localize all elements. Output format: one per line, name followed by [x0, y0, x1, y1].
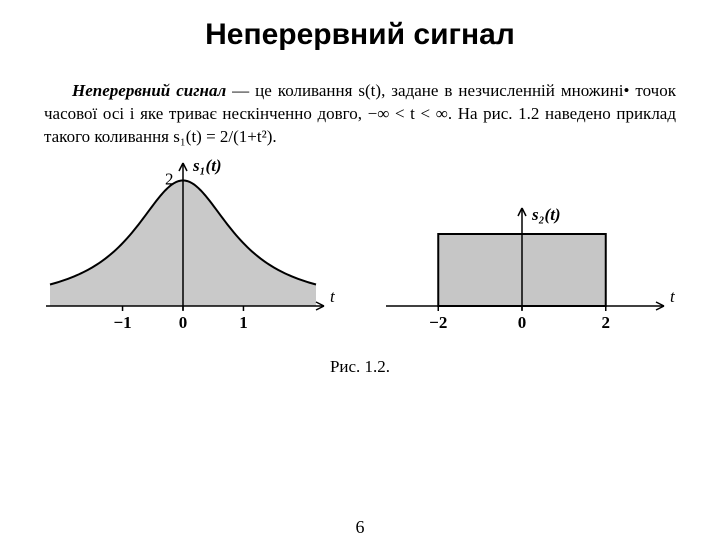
bell-curve-chart: t s₁(t) 2 −1 0 1 [40, 159, 340, 334]
term-phrase: Неперервний сигнал [72, 81, 226, 100]
figure-caption: Рис. 1.2. [0, 357, 720, 377]
chart-left: t s₁(t) 2 −1 0 1 [40, 159, 340, 339]
body-paragraph: Неперервний сигнал — це коливання s(t), … [44, 80, 676, 149]
svg-text:1: 1 [239, 313, 248, 332]
svg-text:t: t [670, 287, 676, 306]
svg-text:2: 2 [165, 169, 174, 188]
svg-text:0: 0 [518, 313, 527, 332]
svg-text:s₁(t): s₁(t) [192, 159, 222, 175]
svg-text:−2: −2 [429, 313, 447, 332]
svg-text:0: 0 [179, 313, 188, 332]
page-number: 6 [356, 517, 365, 538]
charts-row: t s₁(t) 2 −1 0 1 t s₂(t) −2 0 2 [40, 159, 680, 339]
svg-text:2: 2 [602, 313, 611, 332]
chart-right: t s₂(t) −2 0 2 [380, 204, 680, 339]
rect-pulse-chart: t s₂(t) −2 0 2 [380, 204, 680, 334]
svg-text:s₂(t): s₂(t) [531, 205, 561, 224]
svg-text:−1: −1 [113, 313, 131, 332]
svg-text:t: t [330, 287, 336, 306]
page-title: Неперервний сигнал [0, 18, 720, 52]
